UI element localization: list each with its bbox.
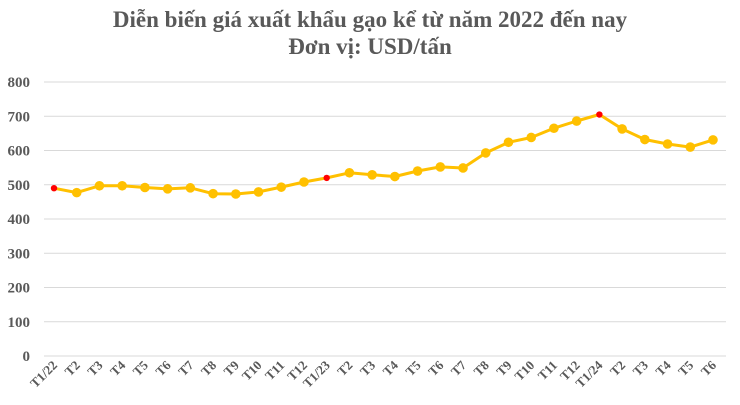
data-marker (480, 148, 491, 158)
y-tick-label: 800 (8, 75, 31, 91)
data-marker (662, 139, 673, 149)
data-marker (617, 124, 627, 134)
x-tick-label: T6 (698, 357, 720, 379)
data-marker (571, 116, 582, 126)
data-marker (640, 134, 650, 145)
price-series (50, 111, 718, 199)
x-tick-label: T2 (334, 358, 355, 379)
data-marker (503, 137, 514, 148)
data-marker (185, 183, 196, 193)
chart-title: Diễn biến giá xuất khẩu gạo kể từ năm 20… (0, 6, 740, 60)
y-tick-label: 200 (8, 281, 31, 297)
y-tick-label: 100 (8, 315, 31, 331)
y-axis-labels: 0 100 200 300 400 500 600 700 800 (8, 75, 31, 365)
x-tick-label: T6 (425, 357, 447, 379)
x-tick-label: T8 (198, 357, 220, 379)
y-tick-label: 0 (23, 349, 31, 365)
data-marker (117, 180, 127, 191)
x-tick-label: T9 (221, 357, 243, 379)
x-tick-label: T7 (175, 357, 197, 379)
x-tick-label: T11 (535, 358, 560, 383)
gridlines (44, 81, 726, 357)
data-marker (162, 184, 173, 194)
x-tick-label: T4 (652, 357, 674, 379)
data-marker (230, 189, 241, 199)
x-tick-label: T11 (262, 358, 287, 383)
data-marker (276, 182, 287, 192)
data-marker (708, 135, 718, 145)
x-tick-label: T2 (62, 358, 83, 379)
data-marker (71, 187, 82, 198)
x-tick-label: T4 (380, 357, 402, 379)
highlight-marker (323, 174, 330, 182)
y-tick-label: 700 (8, 109, 31, 125)
data-marker (526, 132, 537, 143)
data-marker (458, 163, 468, 173)
data-marker (412, 166, 423, 176)
data-marker (140, 182, 150, 193)
data-marker (685, 142, 696, 152)
data-marker (344, 167, 355, 178)
chart-unit-subtitle: Đơn vị: USD/tấn (288, 34, 452, 59)
series-line (53, 113, 714, 196)
data-marker (435, 162, 446, 172)
data-marker (94, 180, 105, 191)
data-marker (367, 170, 377, 180)
highlight-marker (596, 111, 603, 118)
data-marker (253, 187, 264, 197)
x-tick-label: T5 (675, 357, 697, 379)
chart-title-line1: Diễn biến giá xuất khẩu gạo kể từ năm 20… (112, 7, 628, 32)
x-tick-label: T1/23 (300, 357, 333, 390)
data-marker (299, 177, 309, 187)
data-marker (208, 188, 218, 199)
x-tick-label: T2 (607, 358, 628, 379)
x-tick-label: T10 (239, 358, 265, 384)
x-tick-label: T9 (493, 357, 515, 379)
x-tick-label: T3 (84, 357, 106, 379)
x-tick-label: T1/22 (27, 358, 60, 391)
data-marker (549, 123, 559, 134)
y-tick-label: 600 (8, 144, 31, 160)
x-tick-label: T4 (107, 357, 129, 379)
y-tick-label: 300 (8, 246, 31, 262)
y-tick-label: 500 (8, 178, 31, 194)
y-tick-label: 400 (8, 212, 31, 228)
x-tick-label: T6 (152, 357, 174, 379)
x-tick-label: T5 (130, 357, 152, 379)
x-tick-label: T3 (357, 357, 379, 379)
x-tick-label: T5 (402, 357, 424, 379)
x-tick-label: T3 (630, 357, 652, 379)
x-tick-label: T1/24 (572, 357, 605, 390)
x-tick-label: T10 (511, 358, 537, 384)
data-marker (390, 171, 400, 182)
x-tick-label: T8 (471, 357, 493, 379)
highlight-marker (50, 184, 58, 192)
x-tick-label: T7 (448, 357, 470, 379)
